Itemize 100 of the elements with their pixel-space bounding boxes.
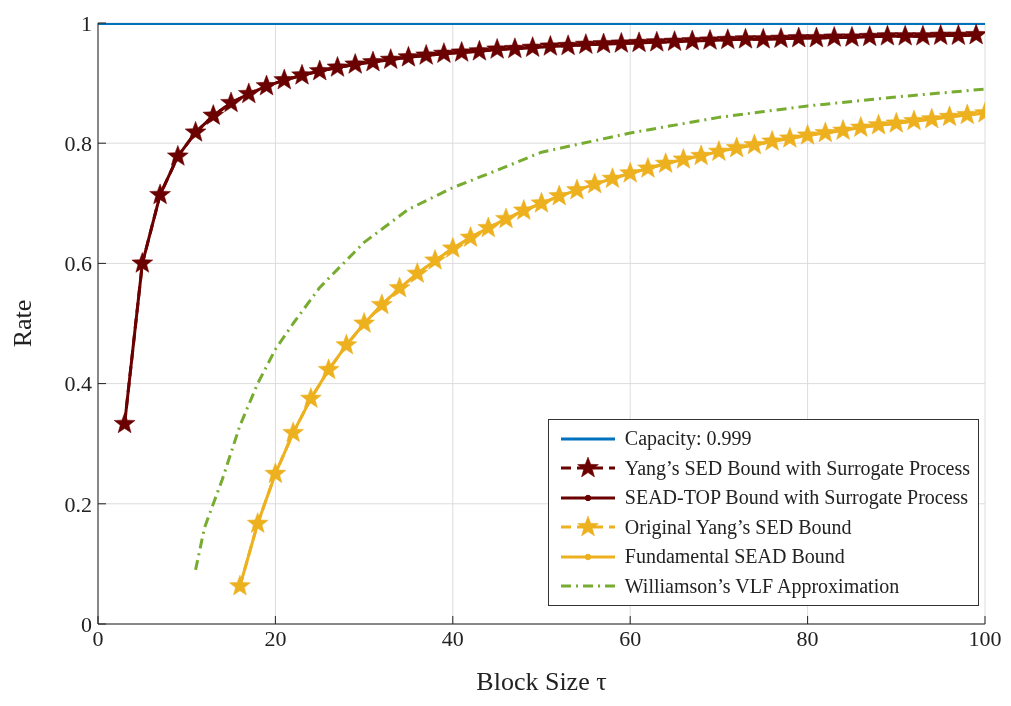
point bbox=[335, 333, 358, 355]
point bbox=[495, 207, 517, 229]
point bbox=[805, 26, 828, 48]
point bbox=[309, 59, 331, 81]
point bbox=[796, 124, 819, 145]
point bbox=[610, 32, 633, 53]
point bbox=[708, 140, 730, 161]
point bbox=[850, 116, 872, 137]
x-axis-title: Block Size τ bbox=[476, 667, 607, 696]
point bbox=[380, 48, 402, 69]
point bbox=[477, 216, 499, 238]
point bbox=[770, 27, 792, 48]
point bbox=[956, 103, 978, 125]
point bbox=[876, 24, 899, 46]
point bbox=[246, 512, 269, 533]
point bbox=[291, 64, 313, 85]
y-tick-label: 1 bbox=[81, 10, 92, 36]
point bbox=[273, 68, 295, 90]
point bbox=[912, 24, 934, 46]
point bbox=[220, 91, 242, 113]
point bbox=[238, 82, 260, 104]
point bbox=[699, 29, 721, 50]
legend-label: Williamson’s VLF Approximation bbox=[624, 574, 900, 598]
point bbox=[814, 121, 837, 143]
point bbox=[539, 35, 562, 56]
point bbox=[646, 30, 668, 52]
point bbox=[442, 237, 464, 258]
y-tick-label: 0.2 bbox=[64, 491, 92, 517]
point bbox=[521, 36, 544, 57]
point bbox=[921, 107, 943, 129]
point bbox=[654, 152, 677, 173]
legend-label: Original Yang’s SED Bound bbox=[624, 515, 852, 539]
point bbox=[184, 121, 207, 142]
point bbox=[397, 46, 420, 67]
point bbox=[938, 105, 961, 126]
point bbox=[433, 42, 455, 63]
point bbox=[947, 24, 970, 45]
y-tick-label: 0.6 bbox=[64, 251, 92, 277]
point bbox=[459, 226, 482, 247]
point bbox=[317, 358, 340, 379]
point bbox=[131, 252, 154, 273]
point bbox=[202, 104, 225, 125]
point bbox=[326, 56, 349, 77]
point bbox=[841, 26, 863, 47]
y-tick-label: 0.8 bbox=[64, 131, 92, 157]
point bbox=[867, 113, 890, 135]
point bbox=[282, 421, 304, 443]
point bbox=[362, 50, 384, 72]
point bbox=[504, 37, 526, 58]
point bbox=[743, 133, 766, 155]
point bbox=[601, 167, 624, 188]
x-tick-label: 20 bbox=[264, 625, 287, 651]
y-axis-title: Rate bbox=[8, 299, 38, 348]
point bbox=[566, 178, 588, 200]
point bbox=[513, 199, 535, 220]
point bbox=[894, 24, 916, 46]
point bbox=[450, 41, 473, 62]
point bbox=[575, 33, 597, 54]
legend-label: Capacity: 0.999 bbox=[624, 427, 752, 451]
point bbox=[415, 44, 437, 65]
point bbox=[113, 412, 136, 434]
point bbox=[371, 293, 393, 315]
point bbox=[557, 34, 579, 55]
point bbox=[619, 162, 641, 183]
point bbox=[885, 112, 908, 133]
point bbox=[681, 29, 703, 51]
point bbox=[344, 53, 366, 74]
point bbox=[406, 262, 429, 283]
point bbox=[761, 130, 783, 151]
point bbox=[823, 26, 845, 47]
x-tick-label: 60 bbox=[619, 625, 642, 651]
point bbox=[167, 145, 189, 166]
x-tick-label: 80 bbox=[796, 625, 819, 651]
point bbox=[424, 249, 446, 270]
point bbox=[717, 28, 739, 49]
y-tick-label: 0.4 bbox=[64, 371, 92, 397]
point bbox=[584, 172, 606, 194]
legend-label: SEAD-TOP Bound with Surrogate Process bbox=[624, 486, 969, 510]
point bbox=[149, 183, 171, 205]
point bbox=[832, 119, 854, 140]
point bbox=[388, 276, 411, 298]
point bbox=[628, 31, 650, 52]
point bbox=[300, 387, 322, 408]
point bbox=[734, 27, 757, 49]
point bbox=[929, 24, 952, 45]
point bbox=[779, 127, 801, 148]
point bbox=[229, 574, 251, 596]
point bbox=[353, 312, 375, 333]
x-tick-label: 40 bbox=[441, 625, 464, 651]
legend-label: Fundamental SEAD Bound bbox=[624, 545, 845, 569]
point bbox=[788, 26, 810, 48]
point bbox=[468, 40, 491, 61]
point bbox=[486, 38, 508, 59]
x-tick-label: 100 bbox=[968, 625, 1002, 651]
point bbox=[725, 136, 748, 158]
point bbox=[965, 23, 985, 45]
point bbox=[752, 27, 774, 49]
point bbox=[592, 32, 615, 54]
point bbox=[672, 148, 695, 169]
point bbox=[255, 74, 278, 96]
